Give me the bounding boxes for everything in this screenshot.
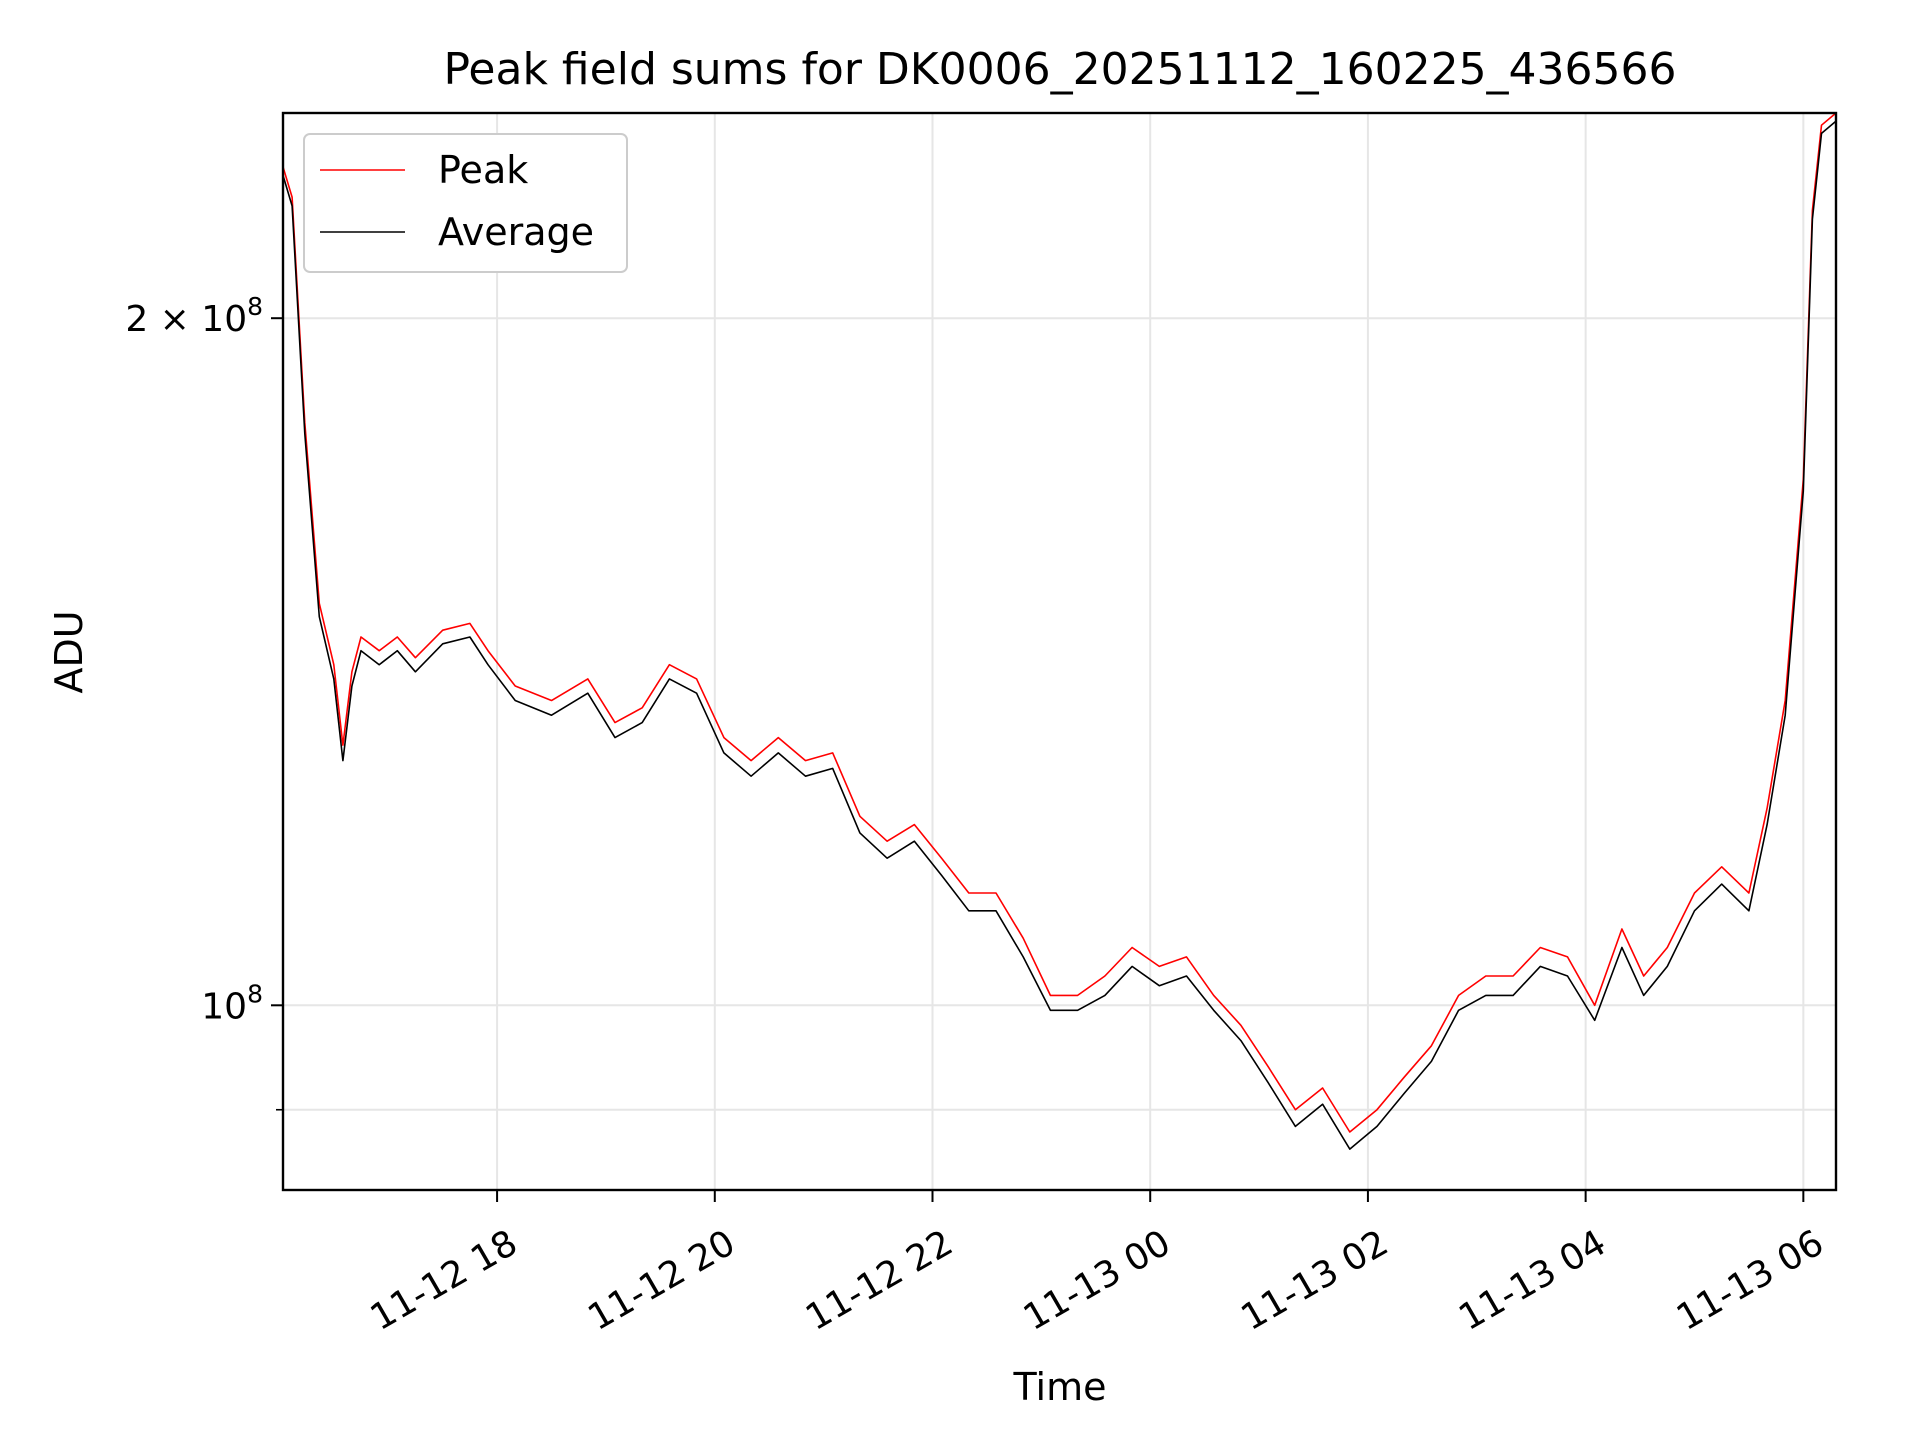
x-tick-label: 11-13 06 — [1670, 1222, 1831, 1338]
x-tick-label: 11-13 00 — [1017, 1222, 1178, 1338]
legend-frame — [303, 133, 628, 273]
x-tick-label: 11-13 04 — [1452, 1222, 1613, 1338]
series-line-peak — [282, 112, 1837, 1133]
x-tick-label: 11-12 18 — [364, 1222, 525, 1338]
series-layer — [282, 112, 1837, 1150]
x-tick-label: 11-13 02 — [1235, 1222, 1396, 1338]
y-tick-label: 108 — [201, 979, 263, 1027]
y-axis-label: ADU — [47, 610, 91, 693]
x-tick-layer: 11-12 18 11-12 20 11-12 22 11-13 00 11-13 02… — [364, 1190, 1831, 1339]
legend-label-average: Average — [438, 210, 594, 254]
x-axis-label: Time — [1013, 1365, 1107, 1409]
x-tick-label: 11-12 20 — [581, 1222, 742, 1338]
chart-title: Peak field sums for DK0006_20251112_1602… — [443, 44, 1676, 95]
grid-layer — [283, 113, 1836, 1190]
series-line-average — [282, 120, 1837, 1150]
x-tick-label: 11-12 22 — [799, 1222, 960, 1338]
plot-frame — [281, 111, 1838, 1192]
legend-label-peak: Peak — [438, 148, 528, 192]
legend: Peak Average — [303, 133, 628, 273]
y-tick-label: 2 × 108 — [125, 292, 263, 340]
y-tick-layer: 108 2 × 108 — [125, 292, 283, 1111]
